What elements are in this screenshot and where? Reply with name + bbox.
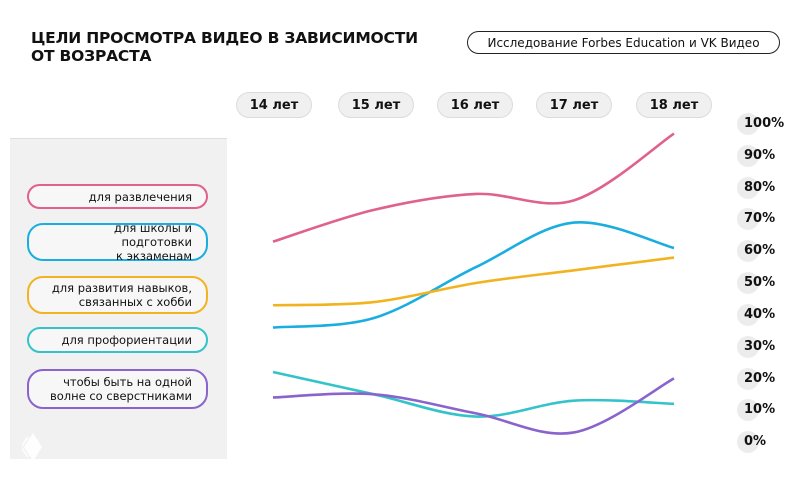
series-line-3 (272, 370, 675, 418)
y-tick-dot (737, 304, 759, 326)
series-line-4 (272, 377, 675, 435)
y-tick-100: 100% (737, 113, 797, 135)
x-label-17: 17 лет (536, 92, 612, 118)
legend-item-entertainment: для развлечения (27, 184, 208, 209)
y-tick-30: 30% (737, 336, 797, 358)
legend-item-hobby: для развития навыков, связанных с хобби (27, 276, 208, 314)
chart-title-line-1: ЦЕЛИ ПРОСМОТРА ВИДЕО В ЗАВИСИМОСТИ (31, 29, 418, 47)
logo-icon (22, 433, 42, 461)
y-tick-50: 50% (737, 272, 797, 294)
y-tick-dot (737, 177, 759, 199)
series-line-1 (272, 221, 675, 329)
legend-item-career: для профориентации (27, 327, 208, 353)
series-line-2 (272, 256, 675, 307)
y-tick-dot (737, 113, 759, 135)
y-tick-dot (737, 399, 759, 421)
chart-title-line-2: ОТ ВОЗРАСТА (31, 47, 152, 65)
y-tick-70: 70% (737, 208, 797, 230)
legend-item-peers: чтобы быть на одной волне со сверстникам… (27, 369, 208, 409)
x-label-18: 18 лет (636, 92, 712, 118)
series-line-0 (272, 132, 675, 243)
y-tick-dot (737, 368, 759, 390)
y-tick-80: 80% (737, 177, 797, 199)
y-tick-dot (737, 272, 759, 294)
chart-title: ЦЕЛИ ПРОСМОТРА ВИДЕО В ЗАВИСИМОСТИ ОТ ВО… (31, 29, 418, 65)
y-tick-dot (737, 336, 759, 358)
y-tick-dot (737, 431, 759, 453)
y-tick-dot (737, 145, 759, 167)
y-tick-20: 20% (737, 368, 797, 390)
y-tick-10: 10% (737, 399, 797, 421)
y-tick-90: 90% (737, 145, 797, 167)
legend-item-school: для школы и подготовки к экзаменам (27, 221, 208, 263)
source-badge: Исследование Forbes Education и VK Видео (467, 31, 780, 54)
y-tick-dot (737, 208, 759, 230)
y-tick-60: 60% (737, 240, 797, 262)
x-label-14: 14 лет (236, 92, 312, 118)
x-label-15: 15 лет (338, 92, 414, 118)
y-tick-dot (737, 240, 759, 262)
x-label-16: 16 лет (437, 92, 513, 118)
y-tick-0: 0% (737, 431, 797, 453)
y-tick-40: 40% (737, 304, 797, 326)
